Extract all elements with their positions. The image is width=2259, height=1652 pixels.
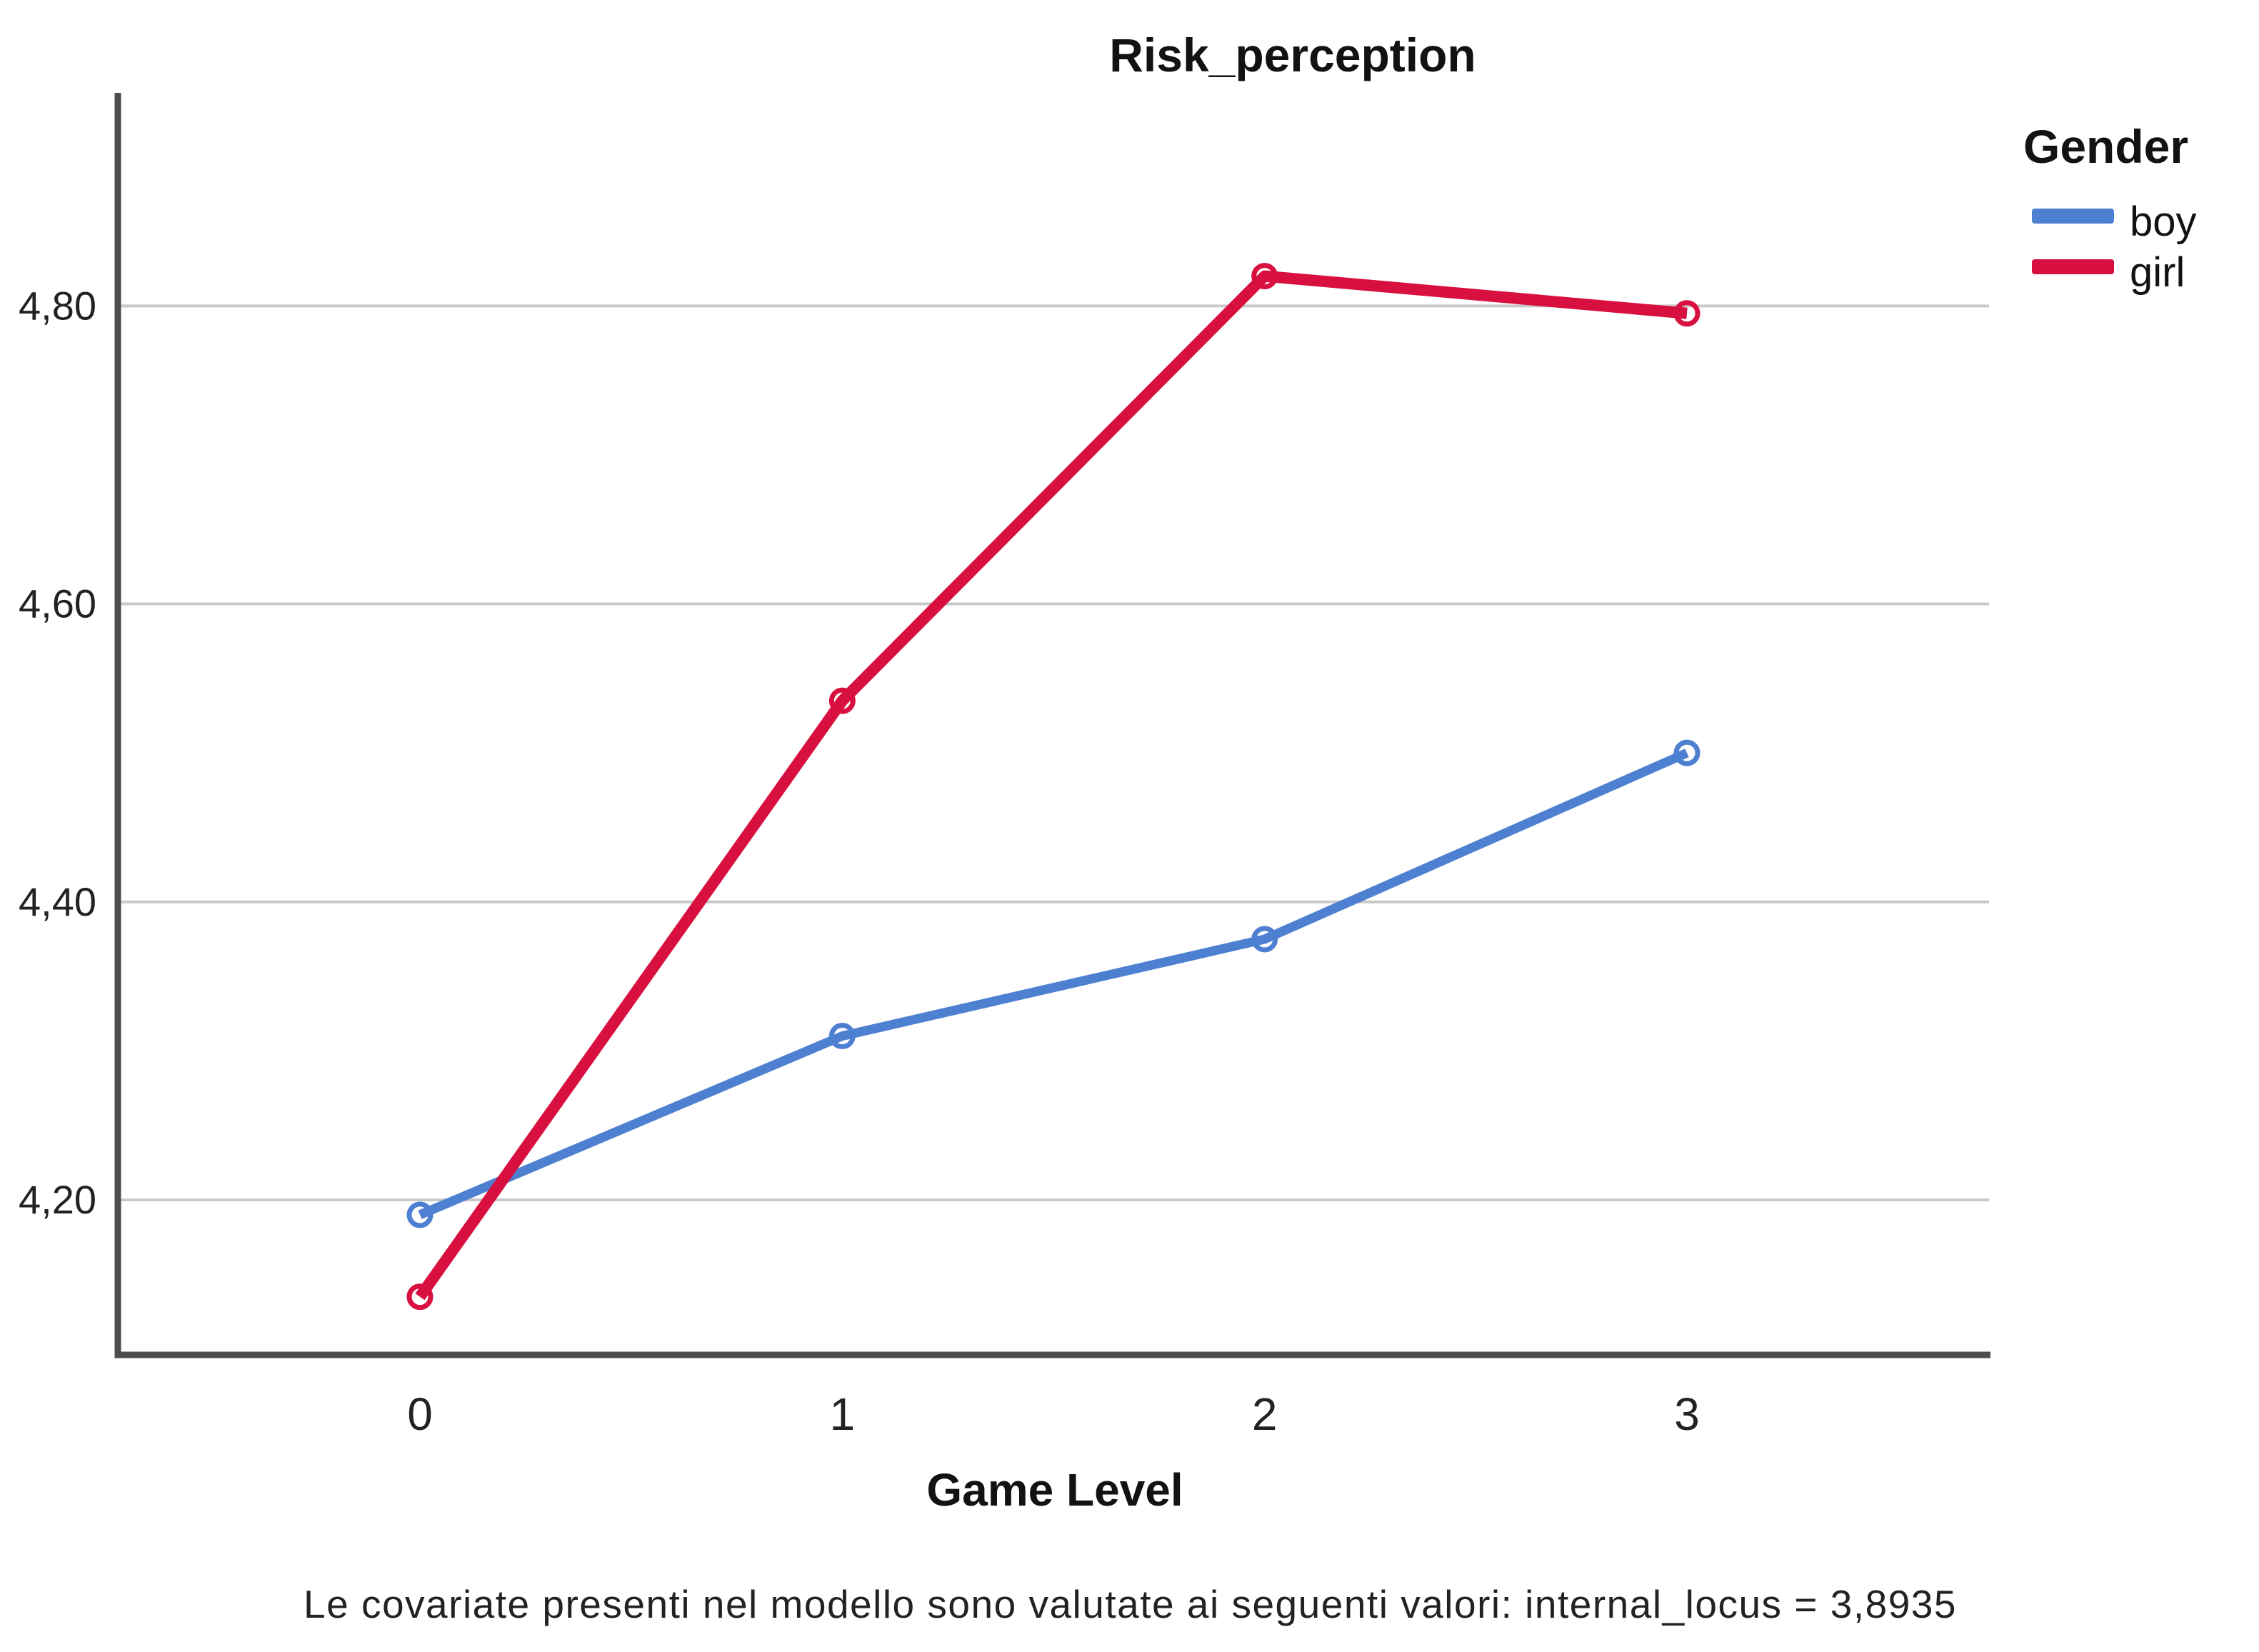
covariates-footnote: Le covariate presenti nel modello sono v… (304, 1582, 1957, 1626)
x-tick-label: 0 (407, 1388, 433, 1440)
y-tick-label: 4,40 (19, 879, 96, 924)
legend-label-girl: girl (2130, 249, 2185, 296)
x-tick-label: 3 (1674, 1388, 1700, 1440)
x-axis-tick-labels: 0 1 2 3 (407, 1388, 1700, 1440)
marker-girl-x0 (406, 1283, 434, 1311)
marker-boy-x0 (406, 1201, 434, 1228)
y-axis-tick-labels: 4,20 4,40 4,60 4,80 (19, 283, 96, 1222)
chart-title: Risk_perception (1109, 29, 1476, 81)
series-lines (415, 270, 1689, 1301)
y-tick-label: 4,20 (19, 1177, 96, 1222)
marker-boy-x1 (828, 1023, 856, 1050)
legend-item-boy: boy (2032, 199, 2197, 245)
marker-girl-x3 (1673, 300, 1700, 327)
series-line-boy (418, 749, 1689, 1219)
legend-swatch-girl (2032, 259, 2114, 274)
series-markers (406, 263, 1700, 1311)
legend-swatch-boy (2032, 209, 2114, 224)
y-tick-label: 4,80 (19, 283, 96, 328)
legend-label-boy: boy (2130, 199, 2197, 245)
y-tick-label: 4,60 (19, 581, 96, 626)
x-tick-label: 1 (830, 1388, 856, 1440)
marker-girl-x2 (1251, 263, 1278, 290)
legend-item-girl: girl (2032, 249, 2185, 296)
legend: Gender boy girl (2023, 120, 2197, 296)
x-axis-title: Game Level (926, 1464, 1183, 1516)
x-tick-label: 2 (1252, 1388, 1278, 1440)
marker-boy-x2 (1251, 926, 1278, 953)
marker-girl-x1 (828, 687, 856, 714)
marker-boy-x3 (1673, 739, 1700, 766)
series-line-girl (415, 270, 1688, 1301)
legend-title: Gender (2023, 120, 2188, 173)
